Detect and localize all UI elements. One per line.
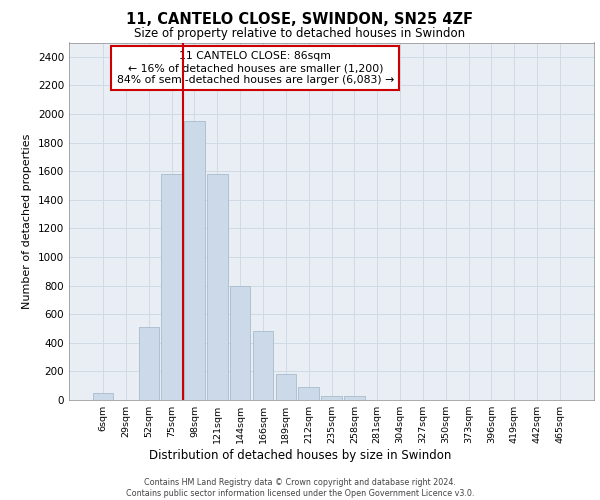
Text: 11, CANTELO CLOSE, SWINDON, SN25 4ZF: 11, CANTELO CLOSE, SWINDON, SN25 4ZF — [127, 12, 473, 28]
Bar — [161, 174, 182, 400]
Bar — [344, 396, 365, 400]
Bar — [139, 327, 159, 400]
Bar — [253, 332, 273, 400]
Bar — [184, 121, 205, 400]
Bar — [298, 387, 319, 400]
Text: Size of property relative to detached houses in Swindon: Size of property relative to detached ho… — [134, 28, 466, 40]
Bar — [207, 174, 227, 400]
Bar — [321, 396, 342, 400]
Text: Distribution of detached houses by size in Swindon: Distribution of detached houses by size … — [149, 450, 451, 462]
Text: Contains HM Land Registry data © Crown copyright and database right 2024.
Contai: Contains HM Land Registry data © Crown c… — [126, 478, 474, 498]
Text: 11 CANTELO CLOSE: 86sqm
← 16% of detached houses are smaller (1,200)
84% of semi: 11 CANTELO CLOSE: 86sqm ← 16% of detache… — [117, 52, 394, 84]
Bar — [275, 374, 296, 400]
Bar — [230, 286, 250, 400]
Y-axis label: Number of detached properties: Number of detached properties — [22, 134, 32, 309]
Bar — [93, 393, 113, 400]
